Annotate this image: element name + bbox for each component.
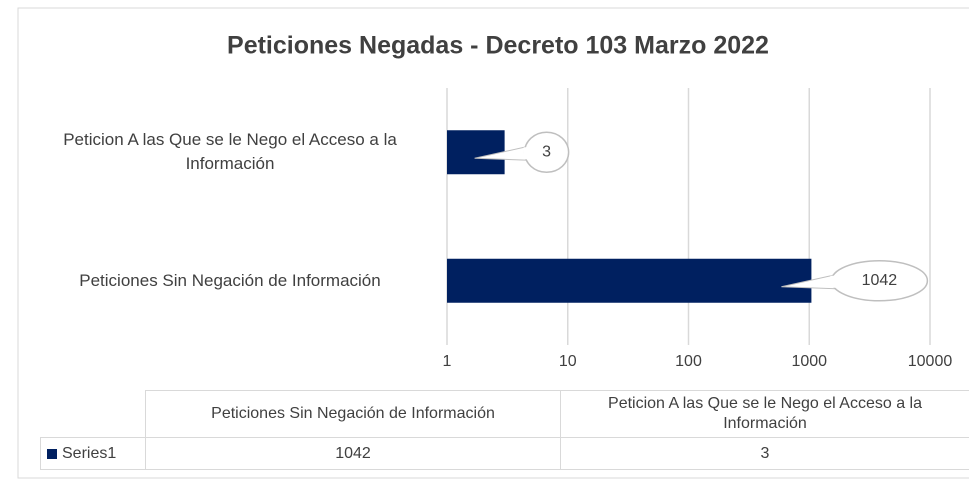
x-tick-label: 1000 — [791, 353, 827, 370]
x-tick-label: 100 — [675, 353, 702, 370]
callout-joint — [523, 147, 530, 160]
table-header: Peticiones Sin Negación de Información — [145, 390, 561, 438]
table-value: 3 — [560, 437, 969, 470]
table-header: Peticion A las Que se le Nego el Acceso … — [560, 390, 969, 438]
table-corner: Series1 — [40, 437, 146, 470]
x-tick-label: 10 — [559, 353, 577, 370]
chart-border — [17, 7, 969, 479]
table-value: 1042 — [145, 437, 561, 470]
x-tick-label: 1 — [443, 353, 452, 370]
x-tick-label: 10000 — [908, 353, 953, 370]
legend-label: Series1 — [62, 444, 117, 462]
bar — [447, 130, 505, 175]
legend-key — [47, 448, 57, 459]
chart-title: Peticiones Negadas - Decreto 103 Marzo 2… — [227, 32, 769, 60]
y-tick-label: Peticion A las Que se le Nego el Acceso … — [63, 130, 397, 174]
bar — [447, 258, 812, 303]
callout-joint — [830, 275, 837, 288]
data-label: 1042 — [862, 272, 898, 289]
data-label: 3 — [542, 143, 551, 160]
y-tick-label: Peticiones Sin Negación de Información — [79, 270, 381, 290]
